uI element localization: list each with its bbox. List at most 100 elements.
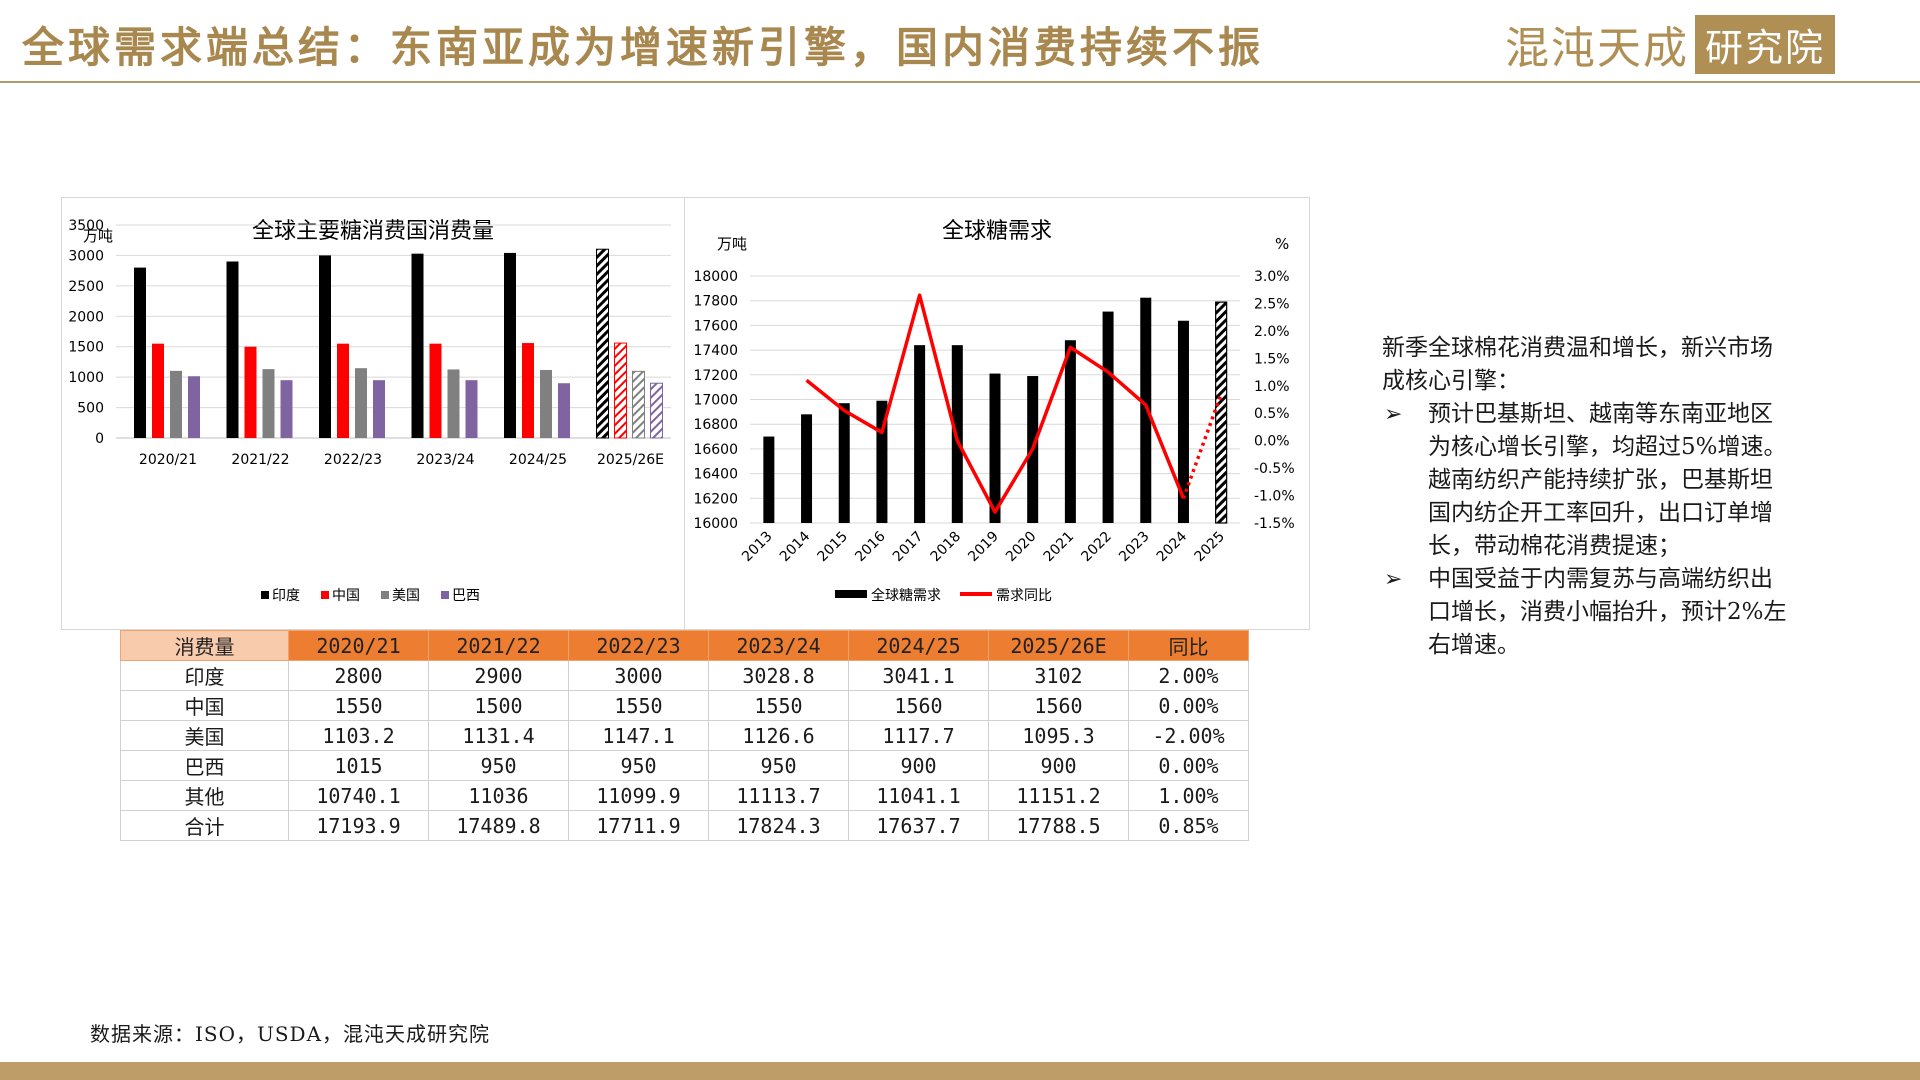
x-tick-label: 2025/26E [597,452,664,468]
x-tick-label: 2019 [965,529,1002,566]
bar-中国 [152,343,164,438]
chart1-title: 全球主要糖消费国消费量 [252,219,494,244]
x-tick-label: 2022 [1078,529,1115,566]
table-cell: 0.00% [1128,750,1249,781]
bar-中国 [429,343,442,438]
chart2-y-unit: 万吨 [717,235,747,253]
table-cell: 1.00% [1128,780,1249,811]
global-sugar-demand-chart: 全球糖需求 万吨 % 16000 16200 16400 16600 16800 1700… [693,219,1295,604]
demand-bar [763,436,775,523]
summary-bullet-text: 预计巴基斯坦、越南等东南亚地区为核心增长引擎，均超过5%增速。越南纺织产能持续扩… [1428,401,1787,559]
x-tick-label: 2023 [1116,529,1153,566]
x-tick-label: 2014 [777,528,814,565]
data-source: 数据来源：ISO，USDA，混沌天成研究院 [90,1022,491,1046]
table-cell: 2.00% [1128,660,1249,691]
consumption-table: 消费量 2020/21 2021/22 2022/23 2023/24 2024… [120,630,1249,841]
table-cell: 17193.9 [288,810,429,841]
table-cell: 1550 [568,690,709,721]
table-cell: 1095.3 [988,720,1129,751]
yoy-growth-line [805,293,1186,514]
bar-中国 [337,343,349,438]
table-cell: 11151.2 [988,780,1129,811]
table-cell: 0.85% [1128,810,1249,841]
y-tick-label: 17600 [693,318,738,334]
summary-bullet: ➢ 预计巴基斯坦、越南等东南亚地区为核心增长引擎，均超过5%增速。越南纺织产能持… [1382,398,1792,563]
logo-name: 混沌天成 [1505,23,1689,74]
table-cell: 950 [568,750,709,781]
footer-bar [0,1062,1920,1080]
x-tick-label: 2021 [1041,529,1078,566]
table-cell: 17788.5 [988,810,1129,841]
x-tick-label: 2017 [890,529,927,566]
table-header-cell: 2024/25 [848,630,989,661]
x-tick-label: 2015 [815,529,852,566]
bar-巴西 [373,380,385,438]
legend-label: 需求同比 [996,588,1052,604]
bar-印度 [504,252,516,438]
table-cell: 2800 [288,660,429,691]
y2-tick-label: 1.0% [1254,379,1290,395]
chart1-y-unit: 万吨 [83,227,113,245]
table-header-row: 消费量 2020/21 2021/22 2022/23 2023/24 2024… [120,630,1249,661]
table-row: 美国 1103.2 1131.4 1147.1 1126.6 1117.7 1095.3 -2… [120,720,1249,751]
table-cell: 17711.9 [568,810,709,841]
company-logo: 混沌天成 研究院 [1505,14,1836,74]
demand-bar [838,403,850,523]
y-tick-label: 3500 [68,218,104,234]
table-cell: -2.00% [1128,720,1249,751]
bar-美国 [170,370,182,438]
y2-tick-label: 2.0% [1254,324,1290,340]
table-cell: 1550 [708,690,849,721]
chart2-title: 全球糖需求 [942,219,1052,244]
bar-印度 [319,255,331,438]
table-header-cell: 2025/26E [988,630,1129,661]
y-tick-label: 18000 [693,269,738,285]
arrow-bullet-icon: ➢ [1384,402,1403,427]
table-row-label: 印度 [120,660,289,691]
bar-巴西 [465,380,478,438]
table-cell: 3000 [568,660,709,691]
bar-巴西 [558,383,570,438]
y2-tick-label: -1.0% [1254,489,1295,505]
table-row: 印度 2800 2900 3000 3028.8 3041.1 3102 2.00% [120,660,1249,691]
table-cell: 900 [848,750,989,781]
summary-panel: 新季全球棉花消费温和增长，新兴市场成核心引擎： ➢ 预计巴基斯坦、越南等东南亚地… [1382,332,1792,662]
table-cell: 11113.7 [708,780,849,811]
x-tick-label: 2020 [1003,529,1040,566]
bar-巴西 [188,376,200,438]
legend-label: 巴西 [452,588,480,604]
x-tick-label: 2018 [928,529,965,566]
table-row: 巴西 1015 950 950 950 900 900 0.00% [120,750,1249,781]
bar-美国 [540,369,552,438]
legend-swatch [441,591,449,599]
x-tick-label: 2023/24 [416,452,474,468]
table-header-cell: 2021/22 [428,630,569,661]
yoy-forecast-segment [1181,393,1223,499]
header-divider [0,81,1920,83]
table-header-cell: 2023/24 [708,630,849,661]
page-title: 全球需求端总结：东南亚成为增速新引擎，国内消费持续不振 [22,23,1265,72]
y-tick-label: 2500 [68,279,104,295]
table-cell: 3102 [988,660,1129,691]
x-tick-label: 2024 [1154,528,1191,565]
table-cell: 1131.4 [428,720,569,751]
summary-bullet-text: 中国受益于内需复苏与高端纺织出口增长，消费小幅抬升，预计2%左右增速。 [1428,566,1787,658]
summary-bullet: ➢ 中国受益于内需复苏与高端纺织出口增长，消费小幅抬升，预计2%左右增速。 [1382,563,1792,662]
table-header-cell: 同比 [1128,630,1249,661]
table-cell: 2900 [428,660,569,691]
bar-美国 [355,368,367,438]
legend-label: 美国 [392,588,420,604]
logo-badge: 研究院 [1695,14,1836,74]
y2-tick-label: 3.0% [1254,269,1290,285]
table-row-label: 其他 [120,780,289,811]
table-cell: 950 [708,750,849,781]
y-tick-label: 16400 [693,467,738,483]
table-cell: 1126.6 [708,720,849,751]
legend-swatch [261,591,269,599]
x-tick-label: 2024/25 [509,452,567,468]
table-cell: 3041.1 [848,660,989,691]
table-row-label: 中国 [120,690,289,721]
table-cell: 11036 [428,780,569,811]
y-tick-label: 2000 [68,309,104,325]
y2-tick-label: 0.5% [1254,406,1290,422]
